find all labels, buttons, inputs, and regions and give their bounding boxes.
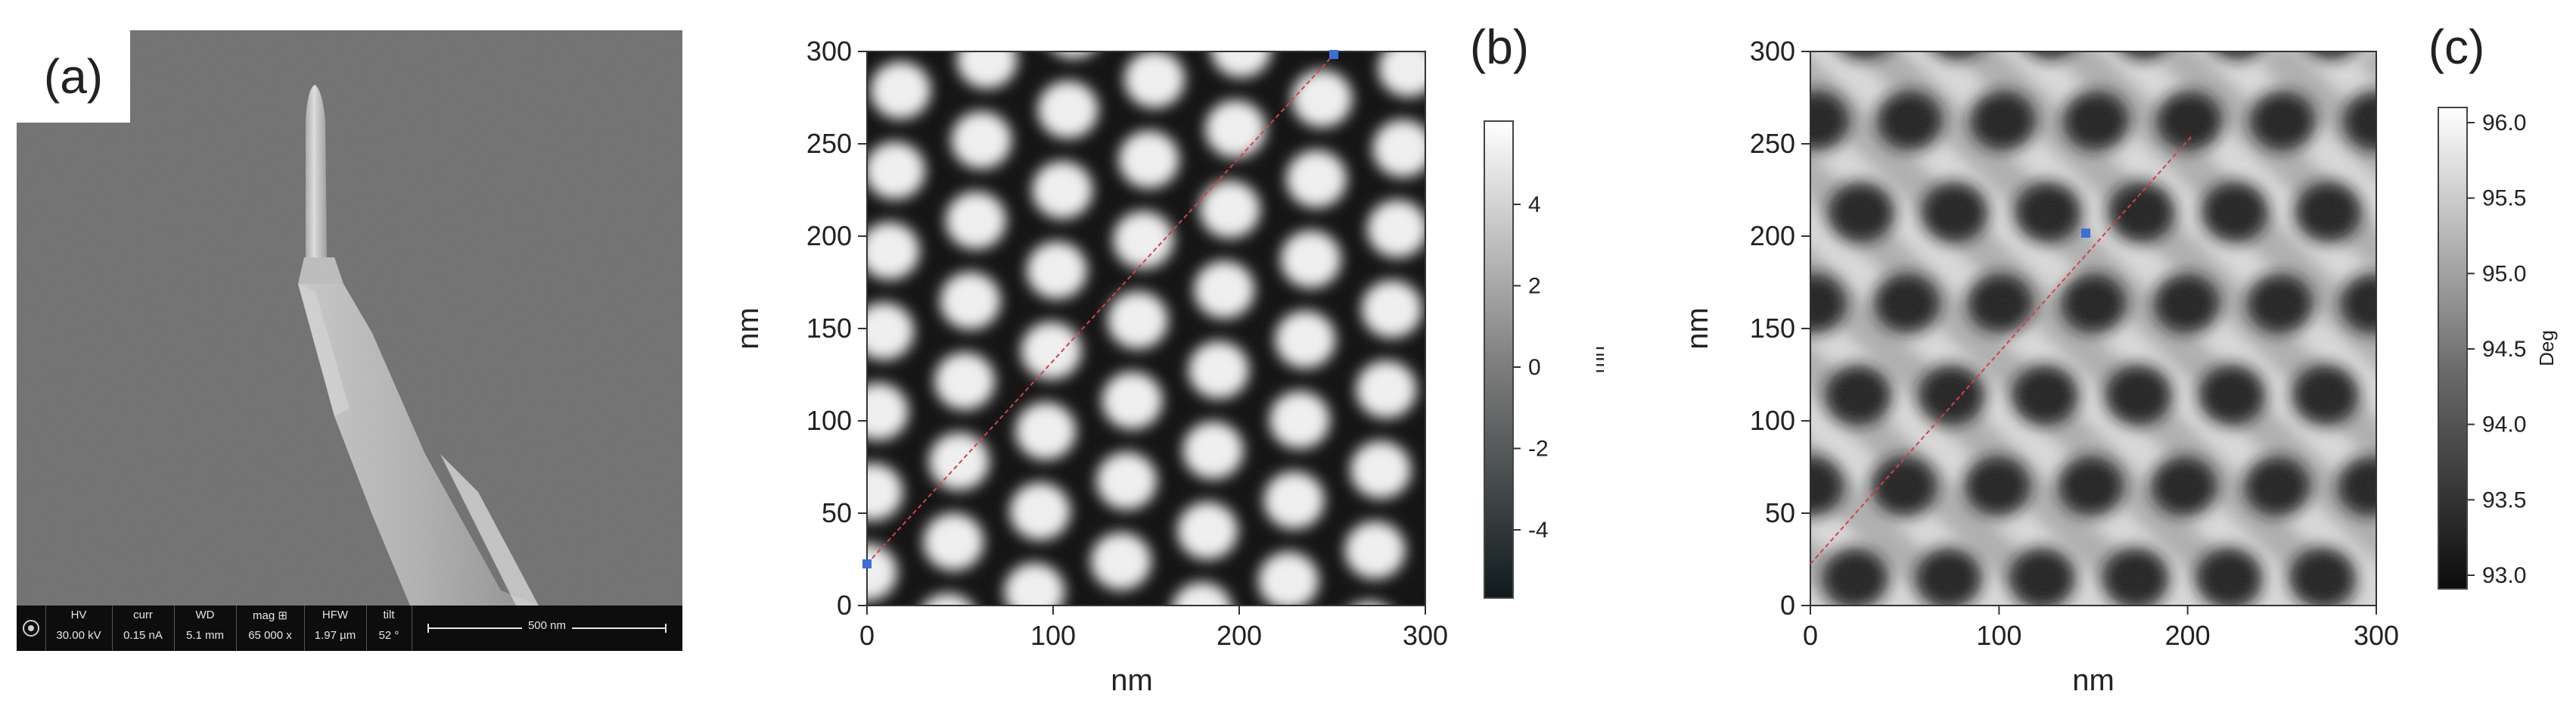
databar-field-value: 30.00 kV	[56, 629, 101, 642]
profile-marker	[2081, 229, 2090, 238]
colorbar-tick-label: -4	[1528, 518, 1549, 543]
databar-field-value: 0.15 nA	[123, 629, 163, 642]
colorbar-tick-label: 94.5	[2482, 337, 2526, 362]
y-axis-label: nm	[1681, 307, 1714, 350]
sem-databar: HV 30.00 kV curr 0.15 nA WD 5.1 mm mag ⊞…	[17, 606, 682, 651]
databar-field-value: 5.1 mm	[185, 629, 224, 642]
x-axis-label: nm	[1111, 664, 1153, 697]
axis-ticks: 0 100 200 300 0 50 100 150 200 250 300	[806, 36, 1448, 651]
databar-field-name: mag ⊞	[253, 609, 287, 622]
colorbar-unit: Deg	[2535, 330, 2558, 366]
y-tick-label: 0	[1780, 590, 1795, 621]
profile-end-marker	[1329, 50, 1338, 59]
colorbar-unit: nm	[1592, 346, 1604, 373]
databar-wd: WD 5.1 mm	[174, 606, 237, 651]
colorbar-tick-label: 96.0	[2482, 111, 2526, 135]
x-tick-label: 0	[859, 620, 875, 651]
colorbar-tick-label: 93.5	[2482, 487, 2526, 512]
colorbar	[1484, 120, 1514, 599]
y-tick-label: 100	[806, 405, 852, 436]
colorbar-tick-label: 95.0	[2482, 261, 2526, 286]
databar-field-name: HV	[70, 609, 87, 621]
y-tick-label: 300	[806, 36, 852, 67]
x-tick-label: 200	[2165, 620, 2211, 651]
y-tick-label: 50	[822, 497, 852, 528]
axis-ticks: 0 100 200 300 0 50 100 150 200 250 300	[1750, 36, 2399, 651]
y-tick-label: 250	[806, 128, 852, 159]
panel-b-plot: 0 100 200 300 0 50 100 150 200 250 300 nm nm 4 2 0 -2…	[732, 20, 1604, 697]
colorbar-tick-label: 95.5	[2482, 186, 2526, 211]
databar-field-value: 52 °	[378, 629, 399, 642]
databar-field-name: HFW	[322, 609, 349, 621]
databar-field-name: tilt	[383, 609, 395, 621]
x-tick-label: 300	[1403, 620, 1448, 651]
colorbar-tick-label: 4	[1528, 192, 1541, 217]
x-tick-label: 300	[2354, 620, 2399, 651]
x-tick-label: 100	[1976, 620, 2021, 651]
colorbar-tick-label: 0	[1528, 355, 1541, 380]
y-tick-label: 150	[806, 313, 852, 344]
x-axis-label: nm	[2072, 664, 2115, 697]
sem-image: HV 30.00 kV curr 0.15 nA WD 5.1 mm mag ⊞…	[17, 30, 682, 651]
colorbar-ticks: 4 2 0 -2 -4	[1513, 192, 1549, 543]
y-tick-label: 50	[1765, 497, 1795, 528]
x-tick-label: 0	[1803, 620, 1818, 651]
databar-field-name: WD	[195, 609, 215, 621]
colorbar-tick-label: -2	[1528, 437, 1549, 462]
panel-c-label: (c)	[2428, 20, 2485, 74]
y-tick-label: 150	[1750, 313, 1795, 344]
profile-start-marker	[862, 559, 872, 568]
databar-hv: HV 30.00 kV	[45, 606, 113, 651]
databar-mag: mag ⊞ 65 000 x	[236, 606, 305, 651]
y-tick-label: 100	[1750, 405, 1795, 436]
colorbar-tick-label: 94.0	[2482, 413, 2526, 437]
afm-tip-sem-view	[17, 30, 682, 651]
databar-hfw: HFW 1.97 µm	[304, 606, 367, 651]
databar-field-value: 1.97 µm	[314, 629, 356, 642]
y-tick-label: 300	[1750, 36, 1795, 67]
databar-field-value: 65 000 x	[248, 629, 292, 642]
colorbar	[2438, 107, 2468, 590]
colorbar-tick-label: 93.0	[2482, 563, 2526, 588]
fei-logo-icon	[23, 620, 39, 637]
y-tick-label: 200	[1750, 220, 1795, 251]
databar-field-name: curr	[133, 609, 153, 621]
colorbar-ticks: 96.0 95.5 95.0 94.5 94.0 93.5 93.0	[2467, 111, 2526, 588]
colorbar-tick-label: 2	[1528, 274, 1541, 299]
y-axis-label: nm	[732, 307, 765, 350]
panel-a-label: (a)	[17, 30, 130, 123]
panel-b-label: (b)	[1470, 20, 1529, 74]
afm-topography-image	[867, 51, 1425, 606]
databar-tilt: tilt 52 °	[366, 606, 412, 651]
databar-curr: curr 0.15 nA	[112, 606, 175, 651]
afm-phase-image	[1810, 51, 2376, 606]
y-tick-label: 200	[806, 220, 852, 251]
databar-scalebar: 500 nm	[412, 606, 682, 651]
y-tick-label: 0	[837, 590, 852, 621]
x-tick-label: 100	[1030, 620, 1076, 651]
x-tick-label: 200	[1217, 620, 1262, 651]
scalebar-label: 500 nm	[521, 619, 573, 632]
profile-line	[866, 54, 1335, 565]
profile-line	[1810, 135, 2192, 565]
sem-logo-cell	[17, 606, 46, 651]
y-tick-label: 250	[1750, 128, 1795, 159]
